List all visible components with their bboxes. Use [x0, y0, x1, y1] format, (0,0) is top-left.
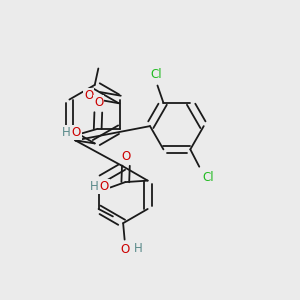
Text: O: O	[71, 126, 81, 139]
Text: Cl: Cl	[202, 171, 214, 184]
Text: O: O	[100, 180, 109, 194]
Text: Cl: Cl	[150, 68, 162, 81]
Text: O: O	[84, 89, 93, 102]
Text: O: O	[94, 96, 104, 110]
Text: H: H	[90, 180, 98, 194]
Text: O: O	[121, 243, 130, 256]
Text: H: H	[61, 126, 70, 139]
Text: H: H	[134, 242, 142, 255]
Text: O: O	[122, 150, 131, 163]
